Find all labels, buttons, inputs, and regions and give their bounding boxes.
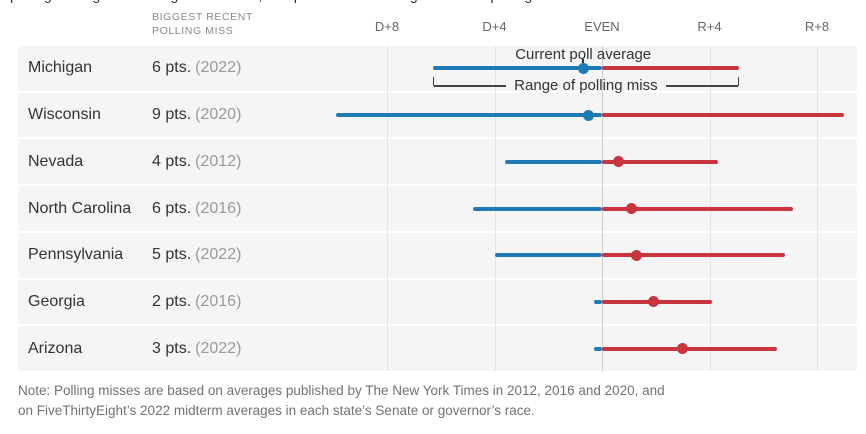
axis-tick-label: D+4 [482, 19, 507, 34]
miss-points: 3 pts. [152, 339, 192, 357]
axis-tick-label: EVEN [584, 19, 620, 34]
state-name: Georgia [28, 292, 85, 310]
miss-year: (2022) [195, 246, 242, 264]
source-note: Note: Polling misses are based on averag… [18, 383, 665, 419]
state-name: North Carolina [28, 199, 132, 217]
state-row-north-carolina: North Carolina 6 pts. (2016) [18, 186, 857, 231]
state-row-pennsylvania: Pennsylvania 5 pts. (2022) [18, 232, 857, 278]
state-row-nevada: Nevada 4 pts. (2012) [18, 139, 857, 185]
clipped-intro-text: polling averages in battleground states,… [10, 0, 850, 6]
miss-year: (2022) [195, 339, 242, 357]
state-name: Michigan [28, 59, 93, 77]
polling-miss-column-header: Biggest recent Polling miss [152, 11, 253, 38]
miss-points: 6 pts. [152, 199, 192, 217]
state-name: Nevada [28, 152, 84, 170]
miss-year: (2016) [195, 199, 242, 217]
state-row-wisconsin: Wisconsin 9 pts. (2020) [18, 92, 857, 138]
axis-tick-label: D+8 [374, 19, 400, 34]
polling-miss-value: 9 pts. (2020) [152, 106, 241, 124]
state-row-georgia: Georgia 2 pts. (2016) [18, 279, 857, 325]
x-axis: D+8 D+4 EVEN R+4 R+8 [0, 0, 866, 40]
state-name: Arizona [28, 339, 83, 357]
axis-tick-label: R+8 [804, 19, 830, 34]
state-name: Pennsylvania [28, 246, 124, 264]
axis-tick-label: R+4 [697, 19, 722, 34]
miss-year: (2012) [195, 152, 242, 170]
polling-miss-value: 2 pts. (2016) [152, 293, 241, 311]
miss-points: 5 pts. [152, 246, 192, 264]
miss-year: (2022) [195, 59, 242, 77]
chart-area: Michigan 6 pts. (2022) Wisconsin 9 pts. (2… [0, 46, 866, 372]
polling-miss-value: 4 pts. (2012) [152, 153, 241, 171]
polling-miss-value: 3 pts. (2022) [152, 340, 241, 358]
state-rows: Michigan 6 pts. (2022) Wisconsin 9 pts. (2… [0, 46, 866, 372]
state-row-arizona: Arizona 3 pts. (2022) [18, 326, 857, 372]
state-name: Wisconsin [28, 106, 101, 124]
column-header-line1: Biggest recent [152, 11, 253, 23]
miss-year: (2016) [195, 292, 242, 310]
miss-year: (2020) [195, 106, 242, 124]
state-row-michigan: Michigan 6 pts. (2022) [18, 46, 857, 91]
polling-miss-value: 6 pts. (2022) [152, 59, 241, 77]
miss-points: 6 pts. [152, 59, 192, 77]
miss-points: 4 pts. [152, 152, 192, 170]
column-header-line2: Polling miss [152, 24, 234, 37]
miss-points: 2 pts. [152, 292, 192, 310]
miss-points: 9 pts. [152, 106, 192, 124]
polling-miss-value: 6 pts. (2016) [152, 200, 241, 218]
polling-miss-value: 5 pts. (2022) [152, 246, 241, 264]
